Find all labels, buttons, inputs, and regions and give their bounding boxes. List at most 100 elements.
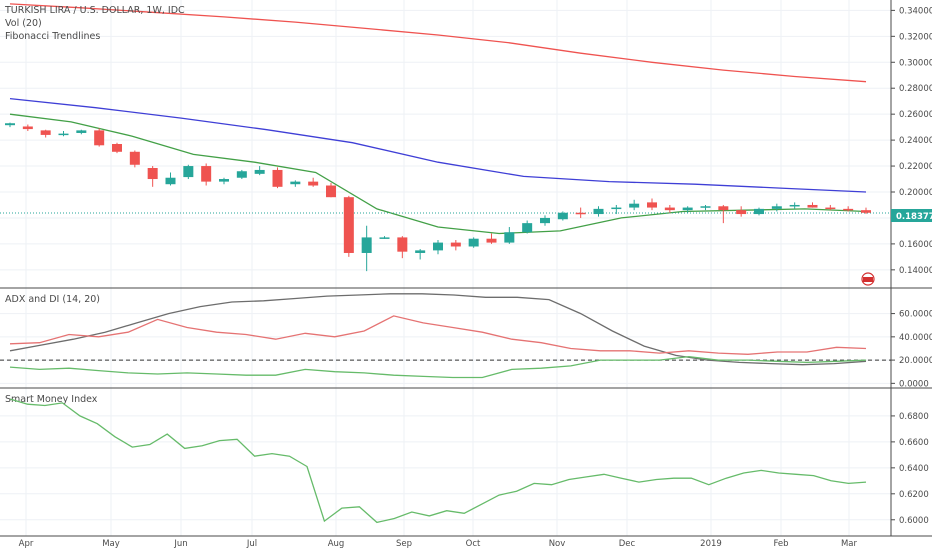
candle[interactable] bbox=[611, 204, 622, 215]
adx-line bbox=[9, 293, 867, 366]
candle[interactable] bbox=[5, 122, 15, 128]
candle[interactable] bbox=[343, 195, 354, 257]
candle[interactable] bbox=[450, 240, 461, 251]
last-price-badge: 0.18377 bbox=[891, 209, 932, 222]
candle[interactable] bbox=[415, 249, 426, 260]
candle-body bbox=[290, 181, 301, 185]
candle-body bbox=[183, 166, 194, 178]
candle[interactable] bbox=[94, 128, 105, 147]
candle[interactable] bbox=[290, 180, 301, 187]
candle[interactable] bbox=[736, 206, 747, 217]
adx-tick-label: 60.0000 bbox=[899, 310, 932, 320]
candle-body bbox=[40, 130, 51, 135]
candle[interactable] bbox=[129, 150, 140, 168]
smi-axis-ticks: 0.6800 0.6600 0.6400 0.6200 0.6000 bbox=[891, 412, 929, 526]
flag-band bbox=[863, 277, 873, 282]
candle-body bbox=[272, 169, 283, 187]
candle-body bbox=[165, 177, 176, 185]
candle[interactable] bbox=[593, 206, 604, 217]
time-tick-label: May bbox=[102, 539, 120, 549]
smi-pane-title[interactable]: Smart Money Index bbox=[5, 394, 98, 405]
candle[interactable] bbox=[825, 204, 836, 211]
candle[interactable] bbox=[682, 206, 693, 213]
candle-body bbox=[112, 144, 122, 152]
candle[interactable] bbox=[468, 237, 479, 248]
last-price-value: 0.18377 bbox=[896, 212, 932, 222]
price-tick-label: 0.32000 bbox=[899, 32, 932, 42]
candle[interactable] bbox=[308, 177, 319, 187]
candle[interactable] bbox=[807, 202, 818, 208]
candle[interactable] bbox=[112, 142, 122, 154]
candle[interactable] bbox=[254, 166, 265, 176]
candle-body bbox=[754, 208, 764, 215]
candle-body bbox=[575, 212, 586, 215]
candle-body bbox=[593, 208, 604, 215]
candle[interactable] bbox=[575, 207, 586, 218]
candle[interactable] bbox=[843, 206, 854, 212]
price-tick-label: 0.24000 bbox=[899, 136, 932, 146]
candle-body bbox=[522, 223, 533, 233]
price-tick-label: 0.26000 bbox=[899, 110, 932, 120]
di-minus-line bbox=[9, 355, 867, 379]
volume-indicator-label[interactable]: Vol (20) bbox=[5, 18, 42, 29]
adx-series bbox=[9, 293, 867, 379]
candle[interactable] bbox=[664, 204, 675, 213]
adx-pane-title[interactable]: ADX and DI (14, 20) bbox=[5, 294, 100, 305]
time-tick-label: Mar bbox=[841, 539, 858, 549]
candle[interactable] bbox=[76, 129, 87, 135]
candle[interactable] bbox=[326, 182, 336, 198]
candlesticks[interactable] bbox=[5, 122, 871, 272]
di-plus-line bbox=[9, 315, 867, 355]
candle[interactable] bbox=[58, 131, 69, 137]
candle[interactable] bbox=[272, 167, 283, 189]
candle[interactable] bbox=[754, 207, 764, 216]
candle[interactable] bbox=[397, 236, 408, 259]
fibonacci-indicator-label[interactable]: Fibonacci Trendlines bbox=[5, 31, 100, 42]
candle[interactable] bbox=[718, 204, 729, 224]
candle[interactable] bbox=[522, 220, 533, 234]
ma-mid-line bbox=[9, 97, 867, 193]
candle[interactable] bbox=[165, 172, 176, 186]
candle-body bbox=[771, 206, 782, 209]
candle-body bbox=[308, 181, 319, 186]
smi-tick-label: 0.6800 bbox=[899, 412, 929, 422]
candle[interactable] bbox=[789, 202, 800, 209]
price-tick-label: 0.16000 bbox=[899, 240, 932, 250]
candle[interactable] bbox=[647, 198, 657, 211]
event-flag-icon[interactable] bbox=[861, 272, 875, 286]
candle-body bbox=[326, 185, 336, 198]
candle[interactable] bbox=[361, 225, 372, 272]
candle[interactable] bbox=[433, 240, 443, 255]
smi-tick-label: 0.6000 bbox=[899, 516, 929, 526]
adx-axis-ticks: 60.0000 40.0000 20.0000 0.0000 bbox=[891, 310, 932, 389]
candle[interactable] bbox=[557, 211, 568, 221]
candle[interactable] bbox=[22, 124, 33, 132]
candle-body bbox=[611, 207, 622, 210]
adx-tick-label: 0.0000 bbox=[899, 379, 929, 389]
candle[interactable] bbox=[504, 227, 515, 244]
candle[interactable] bbox=[201, 163, 212, 186]
candle[interactable] bbox=[183, 164, 194, 180]
price-tick-label: 0.30000 bbox=[899, 58, 932, 68]
candle[interactable] bbox=[771, 203, 782, 212]
candle[interactable] bbox=[40, 129, 51, 138]
candle-body bbox=[433, 242, 443, 251]
candle-body bbox=[58, 133, 69, 136]
candle[interactable] bbox=[486, 233, 497, 244]
candle-body bbox=[557, 212, 568, 220]
candle[interactable] bbox=[219, 177, 229, 185]
candle[interactable] bbox=[700, 204, 711, 211]
candle[interactable] bbox=[147, 166, 158, 187]
symbol-title[interactable]: TURKISH LIRA / U.S. DOLLAR, 1W, IDC bbox=[4, 5, 185, 16]
candle-body bbox=[201, 166, 212, 182]
moving-average-slow bbox=[9, 3, 867, 83]
candle[interactable] bbox=[861, 207, 871, 215]
candle[interactable] bbox=[379, 236, 390, 239]
candle[interactable] bbox=[629, 199, 640, 211]
candle-body bbox=[450, 242, 461, 247]
smi-line bbox=[9, 398, 867, 524]
candle[interactable] bbox=[236, 169, 247, 180]
time-tick-label: Apr bbox=[19, 539, 34, 549]
candle[interactable] bbox=[540, 215, 550, 226]
time-tick-label: Sep bbox=[396, 539, 412, 549]
